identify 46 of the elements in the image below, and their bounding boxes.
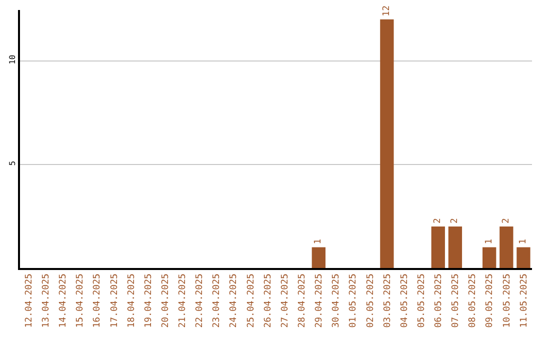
bar (380, 19, 394, 268)
data-label: 2 (433, 218, 444, 224)
x-tick-label: 25.04.2025 (246, 274, 256, 328)
x-tick-label: 14.04.2025 (58, 274, 69, 328)
data-label: 2 (450, 218, 460, 224)
bar (500, 226, 514, 268)
x-tick-label: 30.04.2025 (332, 274, 342, 328)
x-tick-label: 11.05.2025 (519, 274, 530, 328)
y-tick-label: 5 (8, 160, 17, 166)
x-tick-label: 29.04.2025 (314, 274, 325, 328)
x-tick-label: 06.05.2025 (434, 274, 444, 328)
x-tick-label: 23.04.2025 (212, 274, 222, 328)
x-tick-label: 26.04.2025 (263, 274, 274, 328)
data-label: 1 (314, 238, 324, 244)
bar (448, 226, 462, 268)
x-tick-label: 17.04.2025 (110, 274, 120, 328)
x-tick-label: 24.04.2025 (229, 274, 240, 328)
x-tick-label: 02.05.2025 (366, 274, 376, 328)
bar (482, 247, 496, 268)
y-tick-label: 10 (8, 54, 17, 64)
x-tick-label: 09.05.2025 (485, 274, 496, 328)
data-label: 12 (382, 5, 392, 16)
x-tick-label: 10.05.2025 (502, 274, 512, 328)
x-tick-label: 28.04.2025 (298, 274, 308, 328)
x-tick-label: 20.04.2025 (160, 274, 171, 328)
x-tick-label: 08.05.2025 (468, 274, 478, 328)
data-label: 1 (484, 238, 494, 244)
x-tick-label: 05.05.2025 (416, 274, 427, 328)
x-tick-label: 16.04.2025 (92, 274, 103, 328)
bar (312, 247, 326, 268)
x-tick-label: 19.04.2025 (144, 274, 154, 328)
x-tick-label: 21.04.2025 (178, 274, 188, 328)
data-label: 2 (501, 218, 512, 224)
x-tick-label: 04.05.2025 (400, 274, 410, 328)
bar (516, 247, 530, 268)
x-tick-label: 01.05.2025 (348, 274, 359, 328)
x-tick-label: 12.04.2025 (24, 274, 34, 328)
x-tick-label: 15.04.2025 (76, 274, 86, 328)
bar (431, 226, 445, 268)
x-tick-label: 18.04.2025 (126, 274, 137, 328)
x-tick-label: 22.04.2025 (195, 274, 206, 328)
x-tick-label: 27.04.2025 (280, 274, 290, 328)
x-tick-label: 07.05.2025 (451, 274, 462, 328)
data-label: 1 (518, 238, 528, 244)
x-tick-label: 03.05.2025 (382, 274, 393, 328)
x-tick-label: 13.04.2025 (42, 274, 52, 328)
